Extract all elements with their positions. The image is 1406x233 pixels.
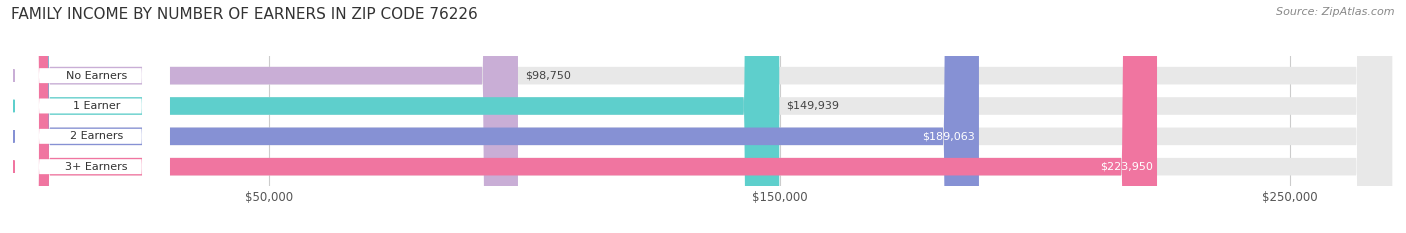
FancyBboxPatch shape [14, 0, 1157, 233]
FancyBboxPatch shape [14, 0, 1392, 233]
Text: 2 Earners: 2 Earners [70, 131, 122, 141]
Text: 3+ Earners: 3+ Earners [65, 162, 128, 172]
Text: 1 Earner: 1 Earner [73, 101, 120, 111]
Text: $189,063: $189,063 [922, 131, 974, 141]
FancyBboxPatch shape [14, 0, 517, 233]
FancyBboxPatch shape [14, 0, 1392, 233]
FancyBboxPatch shape [11, 0, 170, 233]
FancyBboxPatch shape [14, 0, 979, 233]
Text: Source: ZipAtlas.com: Source: ZipAtlas.com [1277, 7, 1395, 17]
Text: $98,750: $98,750 [524, 71, 571, 81]
FancyBboxPatch shape [11, 0, 170, 233]
FancyBboxPatch shape [14, 0, 1392, 233]
FancyBboxPatch shape [11, 0, 170, 233]
Text: $223,950: $223,950 [1099, 162, 1153, 172]
FancyBboxPatch shape [14, 0, 779, 233]
Text: FAMILY INCOME BY NUMBER OF EARNERS IN ZIP CODE 76226: FAMILY INCOME BY NUMBER OF EARNERS IN ZI… [11, 7, 478, 22]
Text: $149,939: $149,939 [786, 101, 839, 111]
Text: No Earners: No Earners [66, 71, 127, 81]
FancyBboxPatch shape [11, 0, 170, 233]
FancyBboxPatch shape [14, 0, 1392, 233]
